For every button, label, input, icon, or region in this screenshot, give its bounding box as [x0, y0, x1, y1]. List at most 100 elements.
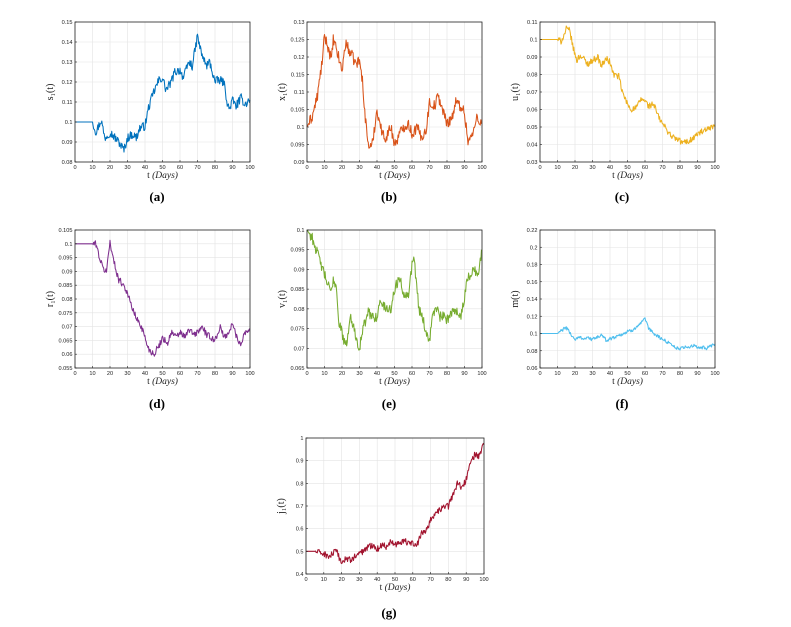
x-tick-label: 50	[159, 165, 165, 171]
y-tick-label: 0.08	[294, 307, 305, 313]
x-axis-unit: (Days)	[384, 170, 410, 181]
x-axis-label: t (Days)	[379, 170, 410, 181]
x-tick-label: 0	[305, 165, 308, 171]
x-tick-label: 20	[339, 165, 345, 171]
x-axis-unit: (Days)	[617, 376, 643, 387]
y-tick-label: 0.125	[291, 38, 305, 44]
x-tick-label: 90	[461, 165, 467, 171]
y-tick-label: 1	[300, 436, 303, 442]
x-tick-label: 100	[477, 371, 486, 377]
y-tick-label: 0.11	[294, 90, 304, 96]
x-tick-label: 60	[409, 165, 415, 171]
y-tick-label: 0.105	[291, 108, 305, 114]
x-tick-label: 80	[444, 165, 450, 171]
x-tick-label: 90	[463, 577, 469, 583]
x-tick-label: 70	[659, 371, 665, 377]
x-tick-label: 80	[444, 371, 450, 377]
y-tick-label: 0.07	[294, 346, 305, 352]
y-tick-label: 0.9	[296, 459, 304, 465]
x-axis-label: t (Days)	[147, 376, 178, 387]
y-tick-label: 0.09	[62, 269, 73, 275]
series-line-u1	[540, 25, 716, 145]
y-tick-label: 0.1	[65, 120, 73, 126]
x-axis-unit: (Days)	[617, 170, 643, 181]
y-tick-label: 0.055	[59, 366, 73, 372]
y-tick-label: 0.09	[294, 267, 305, 273]
x-axis-unit: (Days)	[385, 582, 411, 593]
y-tick-label: 0.4	[296, 572, 304, 578]
x-tick-label: 20	[339, 371, 345, 377]
x-tick-label: 90	[229, 371, 235, 377]
series-line-x1	[306, 34, 483, 149]
x-tick-label: 60	[177, 165, 183, 171]
y-tick-label: 0.065	[59, 338, 73, 344]
x-tick-label: 10	[321, 577, 327, 583]
x-axis-variable: t	[612, 377, 617, 387]
x-tick-label: 20	[572, 165, 578, 171]
x-tick-label: 10	[89, 165, 95, 171]
y-tick-label: 0.7	[296, 504, 304, 510]
x-tick-label: 90	[694, 165, 700, 171]
y-tick-label: 0.04	[527, 143, 538, 149]
x-tick-label: 30	[356, 165, 362, 171]
x-tick-label: 70	[426, 165, 432, 171]
panel-caption: (a)	[149, 189, 164, 204]
x-axis-unit: (Days)	[152, 376, 178, 387]
x-tick-label: 60	[642, 371, 648, 377]
y-tick-label: 0.03	[527, 160, 538, 166]
y-tick-label: 0.11	[527, 20, 537, 26]
y-tick-label: 0.12	[62, 80, 73, 86]
x-tick-label: 20	[107, 371, 113, 377]
grid	[74, 229, 251, 369]
y-tick-label: 0.5	[296, 549, 304, 555]
x-tick-label: 0	[73, 165, 76, 171]
x-tick-label: 100	[477, 165, 486, 171]
x-tick-label: 40	[374, 371, 380, 377]
x-axis-variable: t	[147, 377, 152, 387]
x-tick-label: 90	[229, 165, 235, 171]
x-tick-label: 10	[554, 371, 560, 377]
y-axis-label: s₁(t)	[45, 84, 56, 101]
y-tick-label: 0.13	[294, 20, 305, 26]
y-tick-label: 0.065	[291, 366, 305, 372]
x-tick-label: 30	[589, 371, 595, 377]
y-tick-label: 0.14	[62, 40, 73, 46]
y-tick-label: 0.13	[62, 60, 73, 66]
y-tick-label: 0.14	[527, 297, 538, 303]
x-tick-label: 0	[538, 371, 541, 377]
x-tick-label: 30	[356, 371, 362, 377]
x-tick-label: 70	[194, 371, 200, 377]
y-tick-label: 0.085	[59, 283, 73, 289]
x-tick-label: 70	[427, 577, 433, 583]
y-tick-label: 0.1	[297, 228, 305, 234]
y-tick-label: 0.8	[296, 481, 304, 487]
x-tick-label: 40	[142, 371, 148, 377]
panel-c: 0 10 20 30 40 50 60 70 80 90 100 0.03 0.04 0.05 0.06 0.…	[510, 20, 720, 204]
y-axis-label: j₁(t)	[276, 498, 287, 515]
x-tick-label: 20	[107, 165, 113, 171]
x-tick-label: 100	[710, 371, 719, 377]
panel-a: 0 10 20 30 40 50 60 70 80 90 100 0.08 0.09 0.1 0.11 0.1…	[45, 20, 255, 204]
x-axis-label: t (Days)	[379, 376, 410, 387]
x-axis-unit: (Days)	[152, 170, 178, 181]
grid	[306, 229, 483, 369]
y-tick-label: 0.08	[62, 160, 73, 166]
x-tick-label: 0	[538, 165, 541, 171]
y-tick-label: 0.09	[527, 55, 538, 61]
x-tick-label: 10	[89, 371, 95, 377]
x-axis-variable: t	[379, 171, 384, 181]
x-tick-label: 50	[391, 165, 397, 171]
x-tick-label: 50	[624, 165, 630, 171]
x-axis-label: t (Days)	[612, 170, 643, 181]
y-axis-label: m(t)	[510, 290, 521, 307]
grid	[305, 437, 485, 575]
x-axis-variable: t	[612, 171, 617, 181]
y-tick-label: 0.22	[527, 228, 538, 234]
x-tick-label: 70	[659, 165, 665, 171]
x-tick-label: 40	[607, 165, 613, 171]
x-tick-label: 10	[321, 165, 327, 171]
y-axis-label: v₁(t)	[277, 290, 288, 308]
x-tick-label: 100	[245, 371, 254, 377]
y-tick-label: 0.115	[291, 73, 305, 79]
